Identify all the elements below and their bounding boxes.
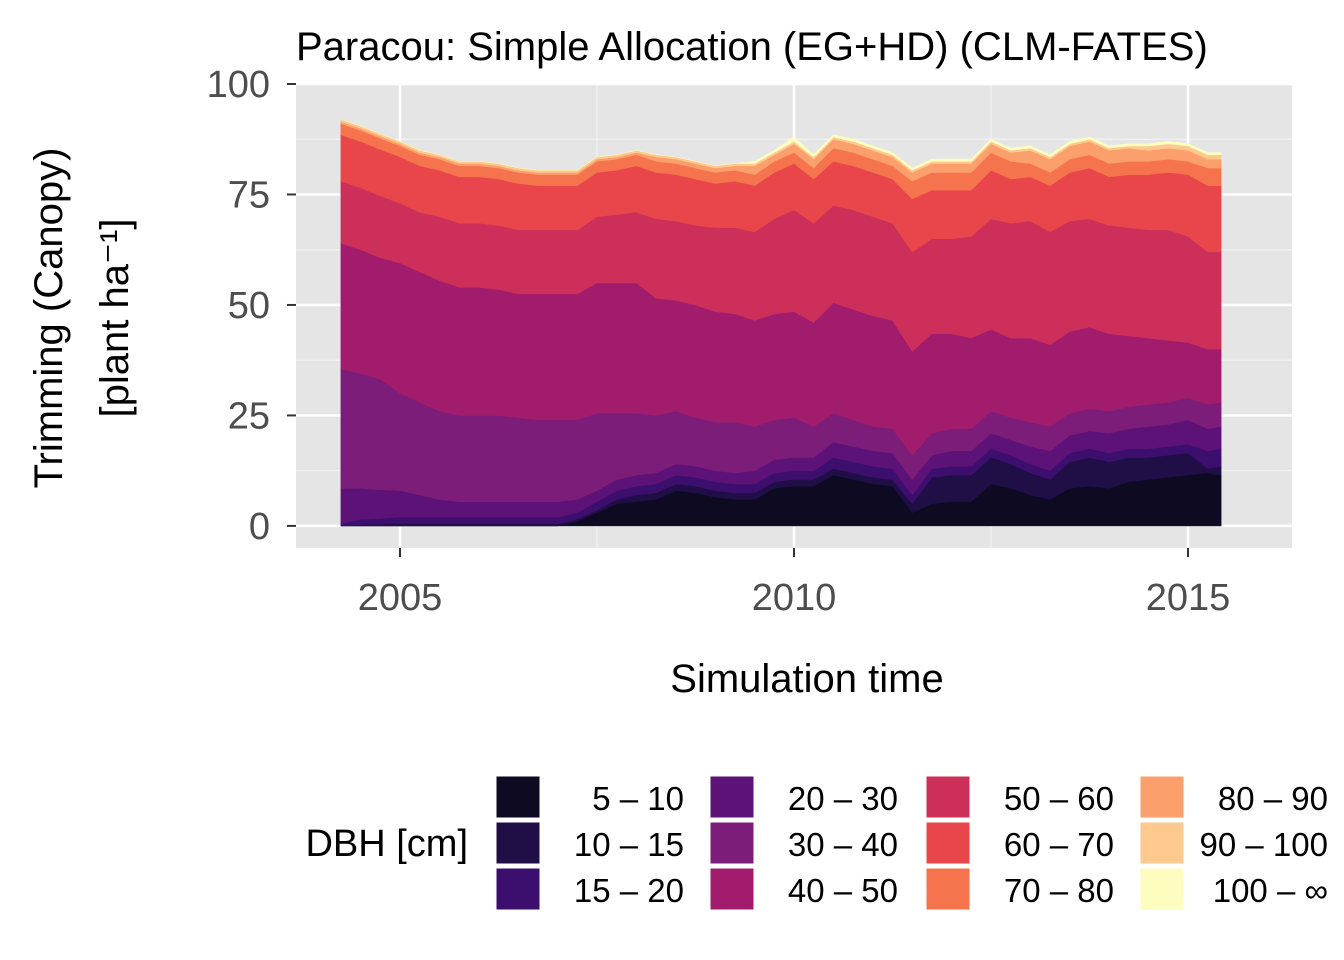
legend-swatch [709,821,755,865]
legend-swatch [1139,867,1185,911]
y-tick-label: 100 [207,64,270,106]
legend-label: 80 – 90 [1218,780,1328,817]
legend-label: 20 – 30 [788,780,898,817]
legend: DBH [cm] 5 – 10 10 – 15 15 – 20 20 – 30 30 –… [305,775,1328,911]
legend-title: DBH [cm] [305,823,468,865]
legend-swatch [1139,775,1185,819]
legend-label: 90 – 100 [1200,826,1328,863]
legend-swatch [709,775,755,819]
area-layers [340,118,1222,527]
legend-label: 70 – 80 [1004,872,1114,909]
x-axis-title: Simulation time [670,657,943,701]
legend-swatch [925,775,971,819]
legend-swatch [495,775,541,819]
legend-label: 60 – 70 [1004,826,1114,863]
legend-swatch [925,867,971,911]
legend-swatch [1139,821,1185,865]
x-tick-label: 2015 [1146,577,1231,619]
legend-label: 100 – ∞ [1213,872,1328,909]
chart-title: Paracou: Simple Allocation (EG+HD) (CLM-… [296,25,1208,69]
legend-label: 10 – 15 [574,826,684,863]
legend-items: 5 – 10 10 – 15 15 – 20 20 – 30 30 – 40 40 – 5… [495,775,1328,911]
y-tick-label: 0 [249,506,270,548]
legend-swatch [925,821,971,865]
y-axis-unit: [plant ha⁻¹] [93,218,137,417]
y-tick-label: 75 [228,174,270,216]
legend-label: 5 – 10 [592,780,684,817]
axes: 0 25 50 75 100 2005 2010 2015 [207,64,1231,619]
legend-label: 30 – 40 [788,826,898,863]
legend-swatch [495,821,541,865]
y-tick-label: 50 [228,285,270,327]
legend-label: 50 – 60 [1004,780,1114,817]
x-tick-label: 2010 [752,577,837,619]
legend-swatch [495,867,541,911]
legend-label: 40 – 50 [788,872,898,909]
area-series-11 [340,119,1222,171]
y-axis-title: Trimming (Canopy) [27,148,71,489]
y-tick-label: 25 [228,395,270,437]
legend-swatch [709,867,755,911]
x-tick-label: 2005 [358,577,443,619]
legend-label: 15 – 20 [574,872,684,909]
